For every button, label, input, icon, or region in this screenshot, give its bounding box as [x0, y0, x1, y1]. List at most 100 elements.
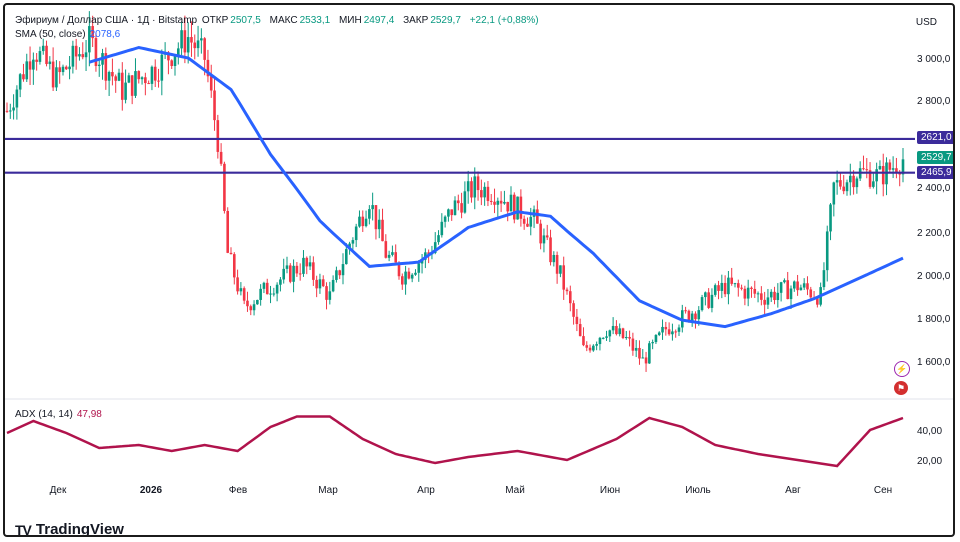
candle-body — [381, 219, 384, 242]
candle-body — [124, 82, 127, 100]
candle-body — [865, 169, 869, 171]
candle-body — [58, 67, 62, 73]
candle-body — [710, 294, 714, 308]
price-chart[interactable]: 1 600,0 1 800,0 2 000,0 2 200,0 2 400,0 2 800… — [5, 5, 955, 537]
candle-body — [657, 332, 661, 335]
candle-body — [822, 270, 826, 288]
candle-body — [374, 205, 378, 230]
candle-body — [61, 66, 65, 73]
sma-legend[interactable]: SMA (50, close) 2078,6 — [15, 29, 120, 40]
high-label: МАКС — [269, 15, 298, 26]
candle-body — [868, 170, 872, 187]
candle-body — [259, 288, 262, 300]
candle-body — [720, 282, 724, 291]
candle-body — [229, 252, 233, 255]
candle-body — [697, 310, 701, 320]
candle-body — [608, 330, 612, 337]
change-value: +22,1 (+0,88%) — [469, 15, 539, 26]
candle-body — [677, 327, 681, 332]
candle-body — [595, 344, 598, 346]
candle-body — [147, 83, 150, 85]
adx-legend[interactable]: ADX (14, 14) 47,98 — [15, 409, 102, 420]
candle-body — [246, 300, 249, 307]
price-tick-label: 2 200,0 — [917, 228, 951, 239]
candle-body — [354, 226, 358, 241]
adx-label: ADX (14, 14) — [15, 409, 73, 420]
candle-body — [733, 283, 737, 285]
candle-body — [789, 288, 793, 300]
adx-line — [6, 415, 904, 468]
candle-body — [545, 235, 549, 238]
candle-body — [559, 265, 562, 274]
candle-body — [875, 169, 878, 182]
candle-body — [216, 120, 220, 152]
candle-body — [542, 235, 546, 244]
adx-value: 47,98 — [76, 409, 102, 420]
candle-body — [433, 242, 437, 253]
candle-body — [117, 72, 121, 81]
candle-body — [786, 280, 790, 300]
candle-body — [700, 297, 704, 311]
candle-body — [312, 262, 315, 280]
candle-body — [901, 159, 905, 175]
candle-body — [325, 286, 328, 300]
price-axis: 1 600,0 1 800,0 2 000,0 2 200,0 2 400,0 2 800… — [917, 54, 951, 467]
candle-body — [447, 209, 450, 217]
low-value: 2497,4 — [363, 15, 395, 26]
candle-body — [651, 342, 654, 344]
candle-body — [440, 221, 444, 236]
candle-body — [634, 347, 638, 351]
candle-body — [104, 53, 108, 81]
candle-body — [825, 231, 829, 271]
candle-body — [200, 38, 203, 41]
candle-body — [167, 52, 170, 61]
sma-label: SMA (50, close) — [15, 29, 86, 40]
candle-body — [12, 107, 15, 111]
candle-body — [621, 328, 625, 339]
candle-body — [713, 285, 717, 295]
candle-body — [84, 52, 88, 58]
flag-icon[interactable]: ⚑ — [894, 381, 908, 395]
candle-body — [252, 304, 256, 311]
candle-body — [443, 216, 447, 222]
candle-body — [578, 324, 582, 337]
brand-name: TradingView — [35, 521, 124, 537]
candle-body — [766, 297, 770, 305]
candle-body — [407, 271, 411, 279]
candle-body — [288, 265, 292, 282]
candle-body — [470, 181, 473, 198]
candle-body — [862, 168, 865, 170]
currency-label[interactable]: USD — [915, 17, 937, 28]
candle-body — [275, 284, 279, 294]
candle-body — [236, 277, 239, 292]
candle-body — [598, 337, 602, 345]
tradingview-logo[interactable]: TV TradingView — [15, 521, 124, 537]
candle-body — [829, 204, 832, 232]
time-tick-label: Июль — [685, 485, 711, 496]
candle-body — [585, 345, 589, 348]
candle-body — [453, 200, 457, 216]
candle-body — [321, 279, 325, 287]
candle-body — [364, 218, 368, 227]
candle-body — [308, 262, 312, 267]
candle-body — [753, 288, 757, 294]
candle-body — [760, 293, 763, 300]
candle-body — [809, 289, 813, 298]
candle-body — [848, 175, 852, 183]
candle-body — [512, 194, 516, 220]
candle-body — [588, 347, 592, 351]
candle-body — [242, 288, 246, 301]
candle-body — [140, 77, 144, 80]
candle-body — [410, 274, 414, 279]
candle-body — [536, 209, 539, 224]
candle-body — [206, 59, 210, 77]
candle-body — [351, 240, 355, 244]
candle-body — [568, 291, 572, 304]
candle-body — [842, 186, 846, 192]
candle-body — [226, 210, 230, 253]
lightning-icon[interactable]: ⚡ — [894, 361, 910, 377]
candle-body — [335, 270, 338, 280]
candle-body — [48, 61, 52, 65]
candle-body — [295, 265, 299, 274]
candle-body — [707, 292, 710, 308]
